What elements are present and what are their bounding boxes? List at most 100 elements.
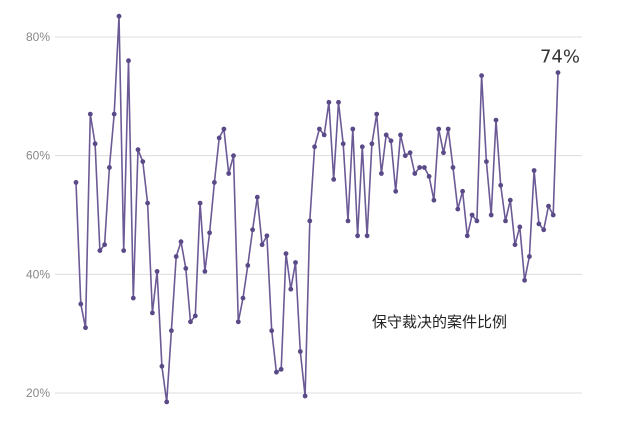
data-point [527, 254, 532, 259]
data-point [512, 242, 518, 248]
data-point [455, 206, 461, 212]
data-point [159, 363, 165, 369]
data-point [507, 197, 513, 203]
grid-lines [55, 36, 582, 394]
data-point [140, 159, 146, 165]
data-point [336, 99, 341, 105]
data-point [407, 150, 413, 156]
end-value-label: 74% [540, 47, 580, 68]
data-point [417, 165, 422, 170]
data-point [269, 328, 275, 334]
data-point [221, 126, 227, 132]
data-point [393, 188, 399, 194]
data-point [546, 203, 551, 209]
y-axis: 20% 40% 60% 80% [26, 30, 50, 400]
data-point [426, 174, 432, 179]
data-point [484, 159, 489, 165]
data-point [87, 111, 93, 117]
data-point [364, 233, 370, 239]
data-point [436, 126, 442, 132]
data-point [259, 242, 265, 248]
data-point [431, 197, 437, 203]
data-point [359, 144, 365, 150]
data-point [321, 132, 327, 138]
data-point [340, 141, 346, 147]
data-point [197, 200, 203, 206]
data-point [264, 233, 270, 239]
data-point [493, 117, 499, 123]
data-point [331, 177, 337, 182]
data-point [130, 295, 136, 301]
data-point [422, 165, 427, 170]
data-point [517, 224, 523, 230]
data-point [445, 126, 451, 132]
data-point [412, 171, 418, 176]
data-point [173, 254, 179, 259]
data-points [73, 13, 561, 405]
data-point [126, 58, 131, 64]
data-point [231, 153, 236, 159]
data-point [388, 138, 394, 144]
data-point [202, 269, 208, 274]
data-point [460, 188, 465, 194]
data-point [116, 13, 122, 19]
y-tick-label: 20% [26, 386, 50, 400]
data-point [121, 248, 127, 254]
data-point [92, 141, 98, 147]
data-point [312, 144, 317, 150]
data-point [355, 233, 360, 239]
data-point [307, 218, 313, 224]
data-point [550, 212, 556, 218]
data-point [402, 153, 408, 159]
data-point [169, 328, 174, 334]
y-tick-label: 40% [26, 267, 50, 281]
data-point [503, 218, 508, 224]
data-point [102, 242, 107, 248]
data-point [374, 111, 380, 117]
data-point [345, 218, 351, 224]
data-point [379, 171, 384, 176]
data-point [464, 233, 470, 239]
data-point [350, 126, 356, 132]
data-point [283, 251, 289, 256]
data-point [469, 212, 475, 218]
data-point [212, 180, 217, 185]
data-point [164, 399, 170, 405]
data-point [192, 313, 198, 319]
data-point [73, 180, 79, 185]
data-point [250, 227, 256, 233]
data-point [183, 266, 189, 271]
data-point [317, 126, 322, 132]
data-point [297, 349, 303, 354]
data-point [302, 393, 308, 399]
data-point [278, 366, 284, 372]
data-point [188, 319, 193, 325]
y-tick-label: 80% [26, 30, 50, 44]
data-point [154, 269, 160, 274]
data-point [498, 182, 504, 188]
data-point [555, 70, 561, 75]
data-point [216, 135, 222, 141]
data-point [536, 221, 542, 227]
data-point [474, 218, 480, 224]
data-point [145, 200, 151, 206]
data-point [111, 111, 117, 117]
data-point [450, 165, 456, 170]
data-point [178, 239, 184, 245]
data-point [288, 286, 294, 292]
y-tick-label: 60% [26, 149, 50, 163]
data-point [479, 73, 484, 78]
data-point [235, 319, 241, 325]
data-point [226, 171, 232, 176]
data-point [78, 301, 84, 307]
data-point [150, 310, 155, 316]
data-point [531, 168, 537, 173]
data-point [107, 165, 112, 170]
data-point [207, 230, 213, 236]
data-point [274, 369, 279, 375]
series-line [75, 15, 559, 403]
data-point [97, 248, 103, 254]
data-point [326, 99, 332, 105]
data-point [383, 132, 389, 138]
